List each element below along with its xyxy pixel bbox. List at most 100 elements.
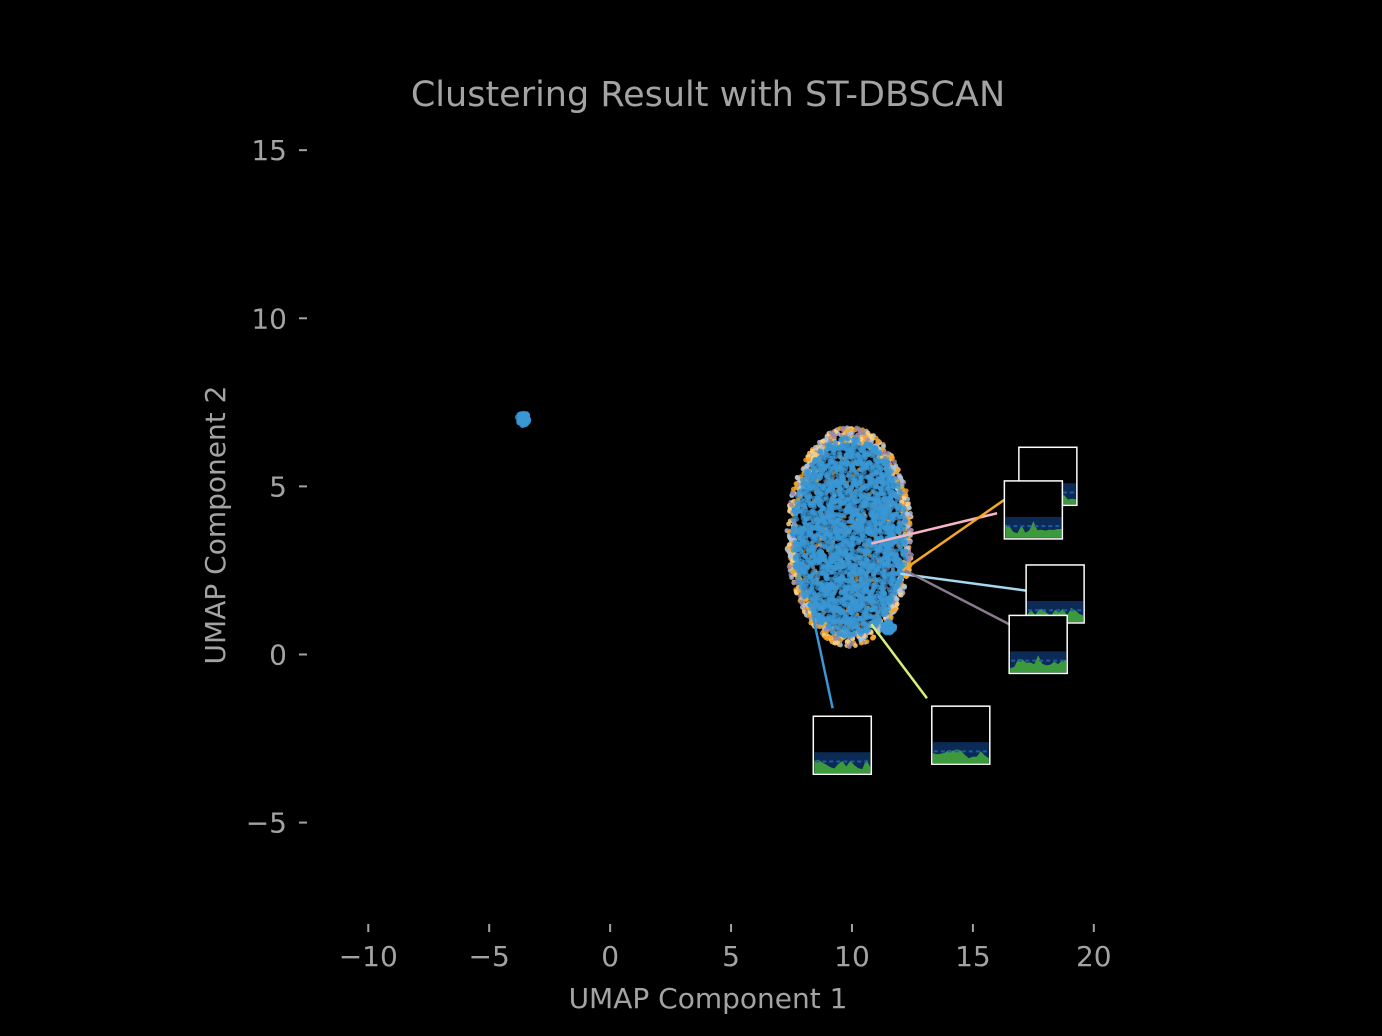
cluster-point <box>864 462 870 468</box>
cluster-point <box>807 602 813 608</box>
cluster-point <box>873 469 879 475</box>
cluster-point <box>885 497 891 503</box>
cluster-point <box>903 548 909 554</box>
thumbnail-inset <box>1003 480 1064 540</box>
cluster-point <box>844 442 850 448</box>
cluster-point <box>840 540 846 546</box>
cluster-point <box>849 587 855 594</box>
cluster-point <box>887 510 893 517</box>
cluster-point <box>852 476 858 482</box>
cluster-point <box>818 604 824 611</box>
cluster-point <box>889 555 895 561</box>
cluster-point <box>804 509 810 515</box>
x-tick-label: 0 <box>601 940 619 973</box>
cluster-point <box>799 537 805 544</box>
cluster-point <box>888 614 894 620</box>
cluster-point <box>856 479 862 485</box>
cluster-point <box>889 525 895 531</box>
cluster-point <box>846 470 853 476</box>
y-tick-label: 10 <box>251 302 287 335</box>
cluster-point <box>828 562 834 568</box>
x-tick-label: 15 <box>955 940 991 973</box>
cluster-point <box>823 567 830 574</box>
cluster-point <box>795 475 801 480</box>
cluster-point <box>832 439 839 446</box>
chart-title: Clustering Result with ST-DBSCAN <box>411 75 1005 115</box>
cluster-point <box>863 581 869 587</box>
cluster-point <box>807 573 813 579</box>
cluster-point <box>857 615 863 621</box>
cluster-point <box>793 540 799 547</box>
cluster-point <box>859 447 865 454</box>
cluster-point <box>842 496 849 502</box>
cluster-point <box>810 536 816 542</box>
cluster-point <box>840 619 846 625</box>
cluster-point <box>835 607 841 614</box>
cluster-point <box>823 593 829 599</box>
cluster-point <box>810 545 816 551</box>
cluster-point <box>849 509 855 515</box>
cluster-point <box>816 560 823 566</box>
cluster-point <box>878 534 884 541</box>
cluster-point <box>844 461 850 467</box>
cluster-point <box>837 631 843 638</box>
cluster-point <box>839 436 845 442</box>
cluster-point <box>851 572 857 578</box>
cluster-point <box>861 620 867 627</box>
cluster-point <box>888 541 894 548</box>
cluster-point <box>859 502 865 508</box>
cluster-point <box>802 577 809 583</box>
cluster-point <box>818 448 824 454</box>
cluster-point <box>866 530 872 536</box>
cluster-point <box>810 486 816 492</box>
cluster-point <box>869 447 875 453</box>
cluster-point <box>823 576 829 582</box>
cluster-point <box>901 584 907 589</box>
cluster-point <box>832 527 838 533</box>
cluster-point <box>843 489 849 495</box>
cluster-point <box>821 454 827 460</box>
cluster-point <box>846 524 852 531</box>
x-tick-label: 5 <box>722 940 740 973</box>
cluster-point <box>872 606 879 613</box>
cluster-point <box>793 512 799 518</box>
cluster-point <box>837 486 843 492</box>
cluster-point <box>828 497 835 503</box>
cluster-point <box>881 561 887 567</box>
cluster-point <box>829 591 835 597</box>
cluster-point <box>861 612 867 619</box>
cluster-point <box>853 437 860 443</box>
cluster-point <box>843 454 849 460</box>
cluster-point <box>853 600 859 606</box>
cluster-point <box>849 463 856 469</box>
cluster-point <box>898 544 904 550</box>
cluster-point <box>881 565 887 572</box>
cluster-point <box>887 474 893 480</box>
side-cluster-point <box>886 619 893 626</box>
cluster-point <box>875 457 882 463</box>
cluster-point <box>799 561 806 567</box>
cluster-point <box>838 494 844 500</box>
cluster-point <box>811 458 818 465</box>
cluster-point <box>864 501 870 507</box>
cluster-point <box>816 592 822 598</box>
cluster-point <box>837 546 843 553</box>
cluster-point <box>890 517 896 523</box>
cluster-point <box>876 564 882 571</box>
cluster-point <box>847 581 853 587</box>
cluster-point <box>897 564 903 570</box>
annotation-line <box>870 623 928 699</box>
cluster-point <box>876 449 882 455</box>
cluster-point <box>848 631 854 637</box>
cluster-point <box>880 498 886 504</box>
cluster-point <box>876 527 883 534</box>
cluster-point <box>793 481 799 487</box>
cluster-point <box>849 543 855 549</box>
cluster-point <box>843 587 849 594</box>
cluster-point <box>814 581 820 587</box>
cluster-point <box>871 582 877 589</box>
cluster-point <box>840 608 846 614</box>
y-tick-label: 5 <box>269 470 287 503</box>
cluster-point <box>813 452 818 457</box>
